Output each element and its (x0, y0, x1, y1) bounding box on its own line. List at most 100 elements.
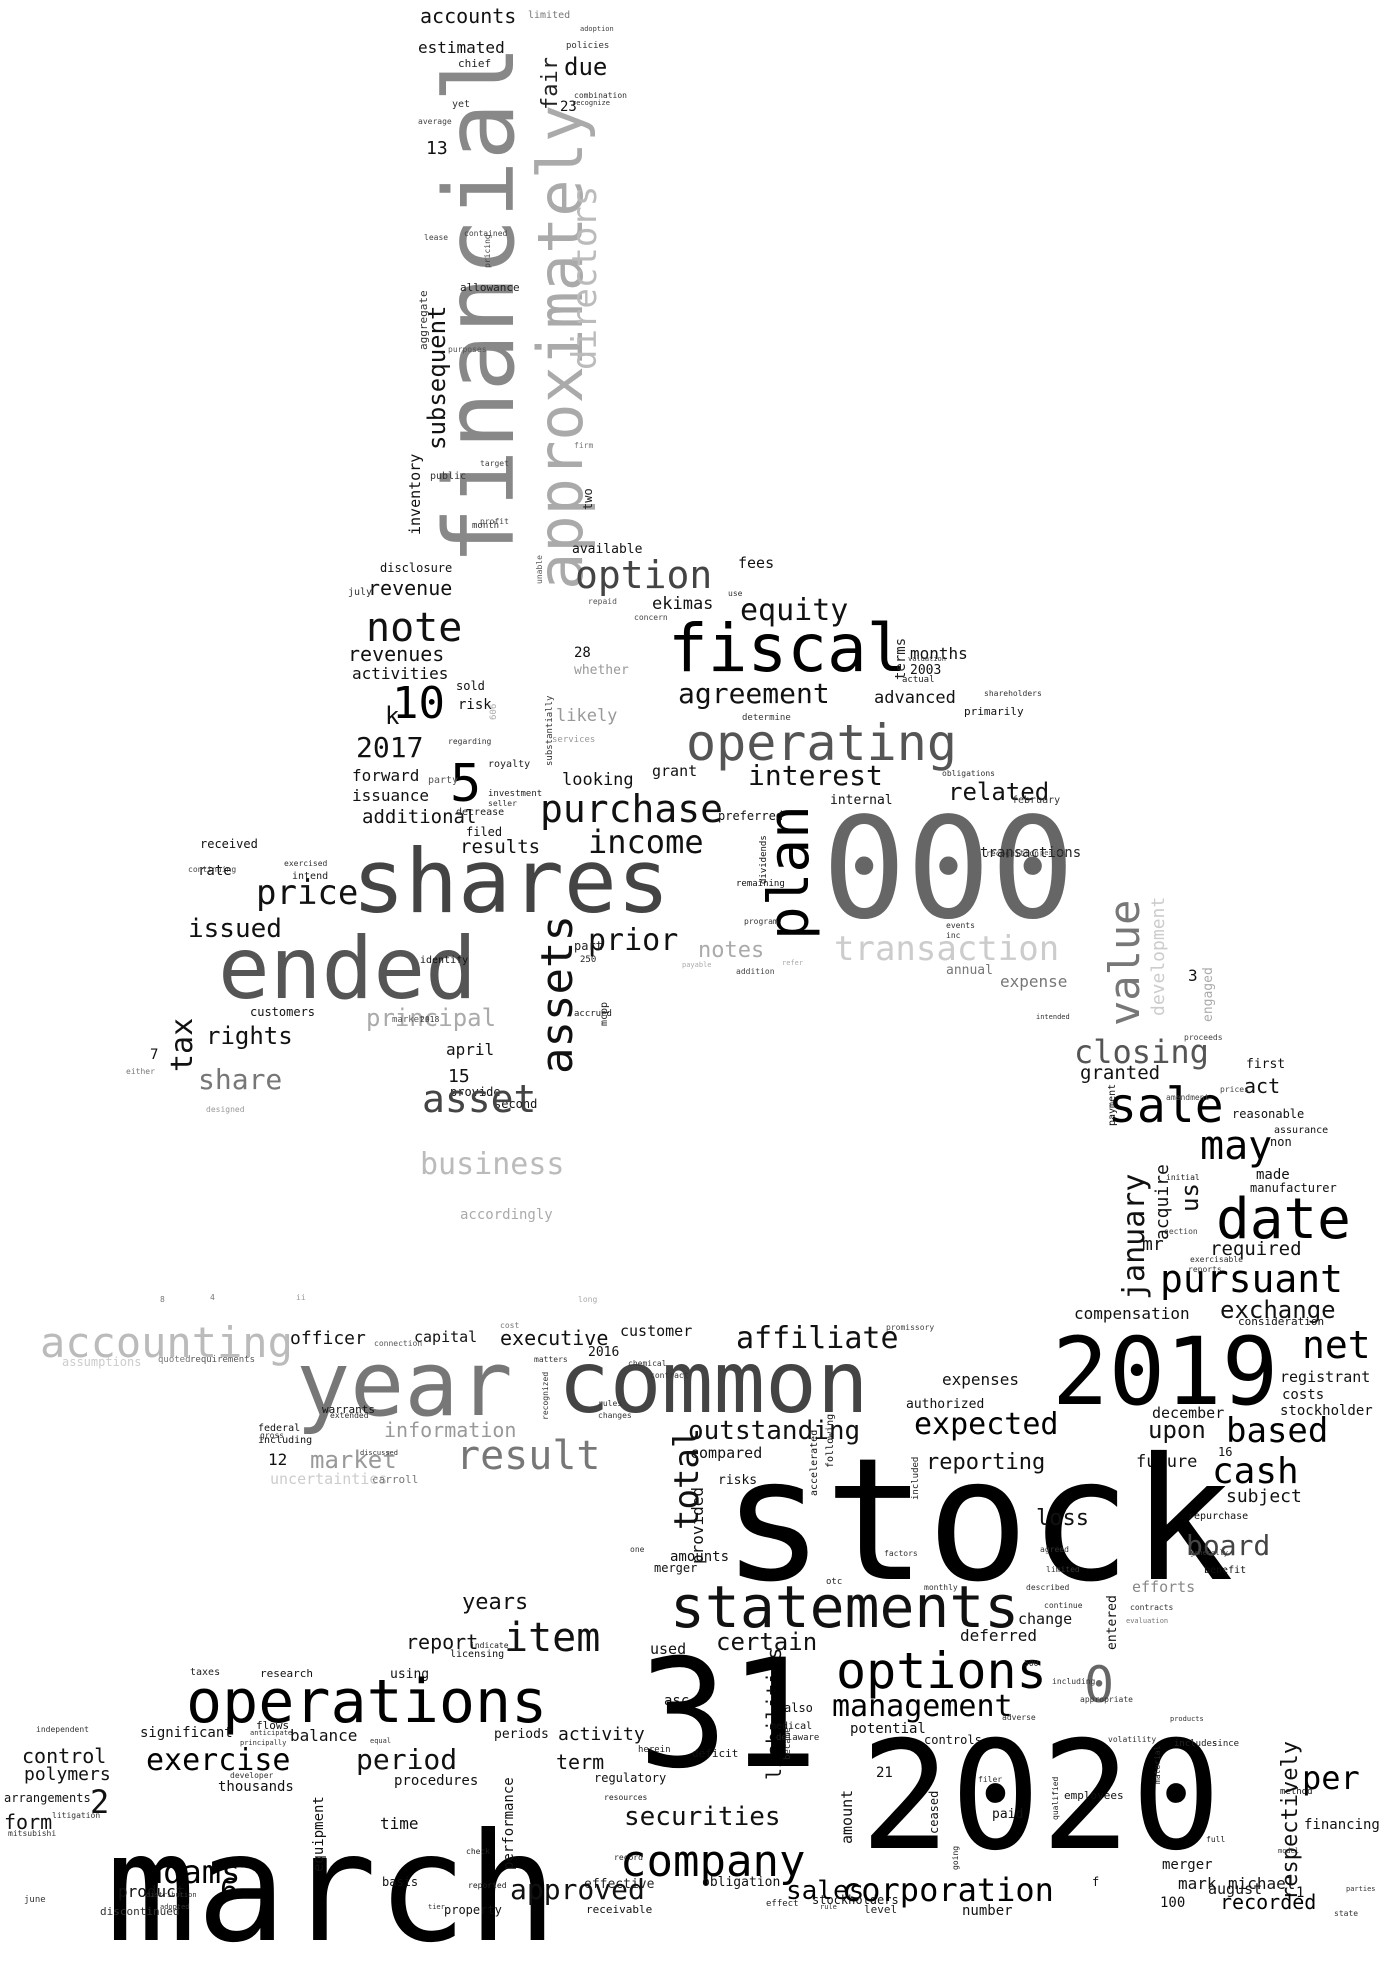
cloud-word: mark (1178, 1874, 1217, 1893)
cloud-word: matters (534, 1355, 568, 1364)
cloud-word: assurance (1274, 1125, 1329, 1136)
cloud-word: operating (686, 714, 957, 772)
cloud-word: adverse (1002, 1713, 1036, 1722)
cloud-word: initial (1166, 1173, 1200, 1182)
cloud-word: mitsubishi (8, 1829, 57, 1838)
cloud-word: chief (458, 57, 492, 70)
cloud-word: customers (250, 1005, 316, 1019)
cloud-word: inventory (406, 453, 424, 535)
cloud-word: full (1206, 1835, 1226, 1844)
cloud-word: regulatory (594, 1771, 667, 1785)
cloud-word: services (552, 735, 596, 745)
cloud-word: long (578, 1295, 598, 1304)
cloud-word: months (910, 644, 968, 663)
cloud-word: includes (1174, 1739, 1218, 1749)
cloud-word: 250 (580, 955, 597, 965)
cloud-word: directors (565, 185, 605, 370)
cloud-word: performance (501, 1777, 517, 1870)
cloud-word: promissory (886, 1323, 935, 1332)
cloud-word: 0 (1084, 1656, 1115, 1714)
cloud-word: company (620, 1836, 806, 1887)
cloud-word: intend (292, 871, 329, 882)
cloud-word: rule (820, 1903, 837, 1911)
cloud-word: ceased (927, 1790, 941, 1834)
cloud-word: proceeds (1184, 1033, 1223, 1042)
cloud-word: mr (1142, 1234, 1164, 1255)
cloud-word: due (564, 53, 608, 81)
cloud-word: compensation (1074, 1304, 1190, 1323)
cloud-word: development (1148, 896, 1169, 1016)
cloud-word: customer (620, 1322, 693, 1340)
cloud-word: 3 (1188, 966, 1198, 985)
cloud-word: received (200, 837, 258, 851)
cloud-word: yet (452, 99, 471, 110)
cloud-word: 12 (268, 1450, 288, 1469)
cloud-word: appropriate (1080, 1695, 1133, 1704)
cloud-word: exchange (1220, 1296, 1336, 1324)
cloud-word: arrangements (4, 1791, 91, 1805)
cloud-word: engaged (1201, 967, 1216, 1022)
cloud-word: expense (1000, 972, 1068, 991)
cloud-word: preferred (718, 809, 784, 823)
cloud-word: deferred (960, 1626, 1038, 1645)
cloud-word: looking (562, 770, 634, 790)
cloud-word: use (728, 589, 743, 598)
cloud-word: interest (748, 759, 883, 792)
cloud-word: pursuant (1160, 1257, 1344, 1301)
cloud-word: issuance (352, 786, 430, 805)
cloud-word: including (1052, 1677, 1096, 1686)
cloud-word: years (462, 1590, 529, 1615)
cloud-word: ended (218, 919, 477, 1019)
cloud-word: valuation (908, 655, 946, 663)
cloud-word: used (650, 1640, 687, 1658)
cloud-word: statements (670, 1573, 1020, 1641)
cloud-word: federal (258, 1423, 301, 1434)
cloud-word: recorded (1220, 1890, 1317, 1914)
cloud-word: granted (1080, 1062, 1161, 1084)
cloud-word: evaluation (1126, 1617, 1169, 1625)
cloud-word: financing (1304, 1817, 1380, 1833)
cloud-word: equipment (311, 1796, 327, 1872)
cloud-word: two (581, 488, 595, 510)
cloud-word: primarily (964, 705, 1024, 718)
cloud-word: asset (422, 1077, 537, 1121)
cloud-word: recognition (986, 849, 1039, 858)
cloud-word: thousands (218, 1779, 294, 1795)
cloud-word: adoption (580, 25, 614, 33)
cloud-word: identify (420, 955, 469, 966)
cloud-word: principal (366, 1004, 497, 1032)
cloud-word: fees (738, 554, 775, 572)
cloud-word: number (962, 1903, 1013, 1919)
cloud-word: gross (260, 1431, 285, 1440)
cloud-word: results (460, 836, 541, 858)
cloud-word: allowance (460, 281, 520, 294)
cloud-word: report (406, 1630, 479, 1654)
cloud-word: inc (946, 931, 961, 940)
cloud-word: tax (165, 1017, 200, 1072)
cloud-word: section (1164, 1227, 1198, 1236)
cloud-word: program (744, 917, 778, 926)
cloud-word: repurchase (1188, 1511, 1249, 1522)
cloud-word: contracts (1130, 1603, 1174, 1612)
cloud-word: profit (480, 517, 509, 526)
cloud-word: public (430, 471, 467, 482)
cloud-word: uncertainties (270, 1470, 388, 1488)
cloud-word: accordingly (460, 1207, 553, 1223)
cloud-word: accelerated (809, 1429, 820, 1496)
cloud-word: products (1170, 1715, 1204, 1723)
cloud-word: 2017 (356, 731, 424, 764)
cloud-word: 31 (638, 1628, 819, 1802)
cloud-word: rules (598, 1399, 623, 1408)
cloud-word: periods (494, 1727, 549, 1742)
cloud-word: discussed (360, 1449, 398, 1457)
cloud-word: including (258, 1435, 313, 1446)
cloud-word: addition (736, 967, 775, 976)
cloud-word: merger (1162, 1857, 1213, 1873)
cloud-word: volatility (1108, 1735, 1157, 1744)
cloud-word: polymers (24, 1764, 111, 1785)
cloud-word: corporation (842, 1871, 1054, 1909)
cloud-word: record (614, 1853, 643, 1862)
cloud-word: 1 (1296, 1885, 1305, 1901)
cloud-word: part (574, 939, 603, 953)
cloud-word: controls (924, 1733, 982, 1747)
